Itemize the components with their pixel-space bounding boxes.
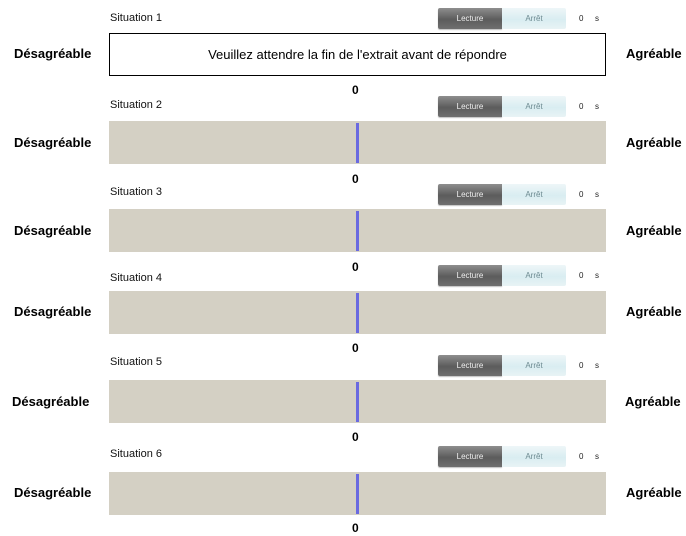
rating-value: 0 xyxy=(352,172,359,186)
label-unpleasant: Désagréable xyxy=(14,135,92,150)
label-pleasant: Agréable xyxy=(626,223,682,238)
label-pleasant: Agréable xyxy=(626,135,682,150)
slider-thumb[interactable] xyxy=(356,293,359,333)
time-value: 0 xyxy=(579,361,584,370)
rating-value: 0 xyxy=(352,260,359,274)
label-unpleasant: Désagréable xyxy=(14,304,92,319)
label-pleasant: Agréable xyxy=(625,394,681,409)
label-unpleasant: Désagréable xyxy=(14,223,92,238)
label-pleasant: Agréable xyxy=(626,304,682,319)
time-unit: s xyxy=(595,271,599,280)
label-pleasant: Agréable xyxy=(626,46,682,61)
player-controls: Lecture Arrêt xyxy=(438,96,566,117)
label-unpleasant: Désagréable xyxy=(12,394,90,409)
rating-value: 0 xyxy=(352,83,359,97)
label-pleasant: Agréable xyxy=(626,485,682,500)
player-controls: Lecture Arrêt xyxy=(438,355,566,376)
rating-slider[interactable] xyxy=(109,472,606,515)
play-button[interactable]: Lecture xyxy=(438,184,502,205)
time-unit: s xyxy=(595,452,599,461)
play-button[interactable]: Lecture xyxy=(438,96,502,117)
rating-slider[interactable] xyxy=(109,291,606,334)
time-value: 0 xyxy=(579,271,584,280)
stop-button[interactable]: Arrêt xyxy=(502,355,566,376)
slider-thumb[interactable] xyxy=(356,474,359,514)
time-unit: s xyxy=(595,102,599,111)
stop-button[interactable]: Arrêt xyxy=(502,446,566,467)
label-unpleasant: Désagréable xyxy=(14,46,92,61)
time-value: 0 xyxy=(579,190,584,199)
slider-thumb[interactable] xyxy=(356,123,359,163)
player-controls: Lecture Arrêt xyxy=(438,446,566,467)
situation-title: Situation 1 xyxy=(110,12,162,24)
waiting-message-box: Veuillez attendre la fin de l'extrait av… xyxy=(109,33,606,76)
stop-button[interactable]: Arrêt xyxy=(502,8,566,29)
time-unit: s xyxy=(595,190,599,199)
rating-slider[interactable] xyxy=(109,209,606,252)
situation-title: Situation 4 xyxy=(110,272,162,284)
label-unpleasant: Désagréable xyxy=(14,485,92,500)
play-button[interactable]: Lecture xyxy=(438,8,502,29)
rating-value: 0 xyxy=(352,430,359,444)
rating-slider[interactable] xyxy=(109,121,606,164)
slider-thumb[interactable] xyxy=(356,211,359,251)
time-unit: s xyxy=(595,361,599,370)
stop-button[interactable]: Arrêt xyxy=(502,96,566,117)
rating-value: 0 xyxy=(352,521,359,535)
stop-button[interactable]: Arrêt xyxy=(502,265,566,286)
time-value: 0 xyxy=(579,102,584,111)
slider-thumb[interactable] xyxy=(356,382,359,422)
rating-value: 0 xyxy=(352,341,359,355)
time-value: 0 xyxy=(579,452,584,461)
time-value: 0 xyxy=(579,14,584,23)
situation-title: Situation 5 xyxy=(110,356,162,368)
situation-title: Situation 2 xyxy=(110,99,162,111)
player-controls: Lecture Arrêt xyxy=(438,8,566,29)
situation-title: Situation 3 xyxy=(110,186,162,198)
play-button[interactable]: Lecture xyxy=(438,446,502,467)
play-button[interactable]: Lecture xyxy=(438,355,502,376)
player-controls: Lecture Arrêt xyxy=(438,184,566,205)
waiting-message: Veuillez attendre la fin de l'extrait av… xyxy=(208,47,507,62)
time-unit: s xyxy=(595,14,599,23)
situation-title: Situation 6 xyxy=(110,448,162,460)
player-controls: Lecture Arrêt xyxy=(438,265,566,286)
play-button[interactable]: Lecture xyxy=(438,265,502,286)
stop-button[interactable]: Arrêt xyxy=(502,184,566,205)
rating-slider[interactable] xyxy=(109,380,606,423)
